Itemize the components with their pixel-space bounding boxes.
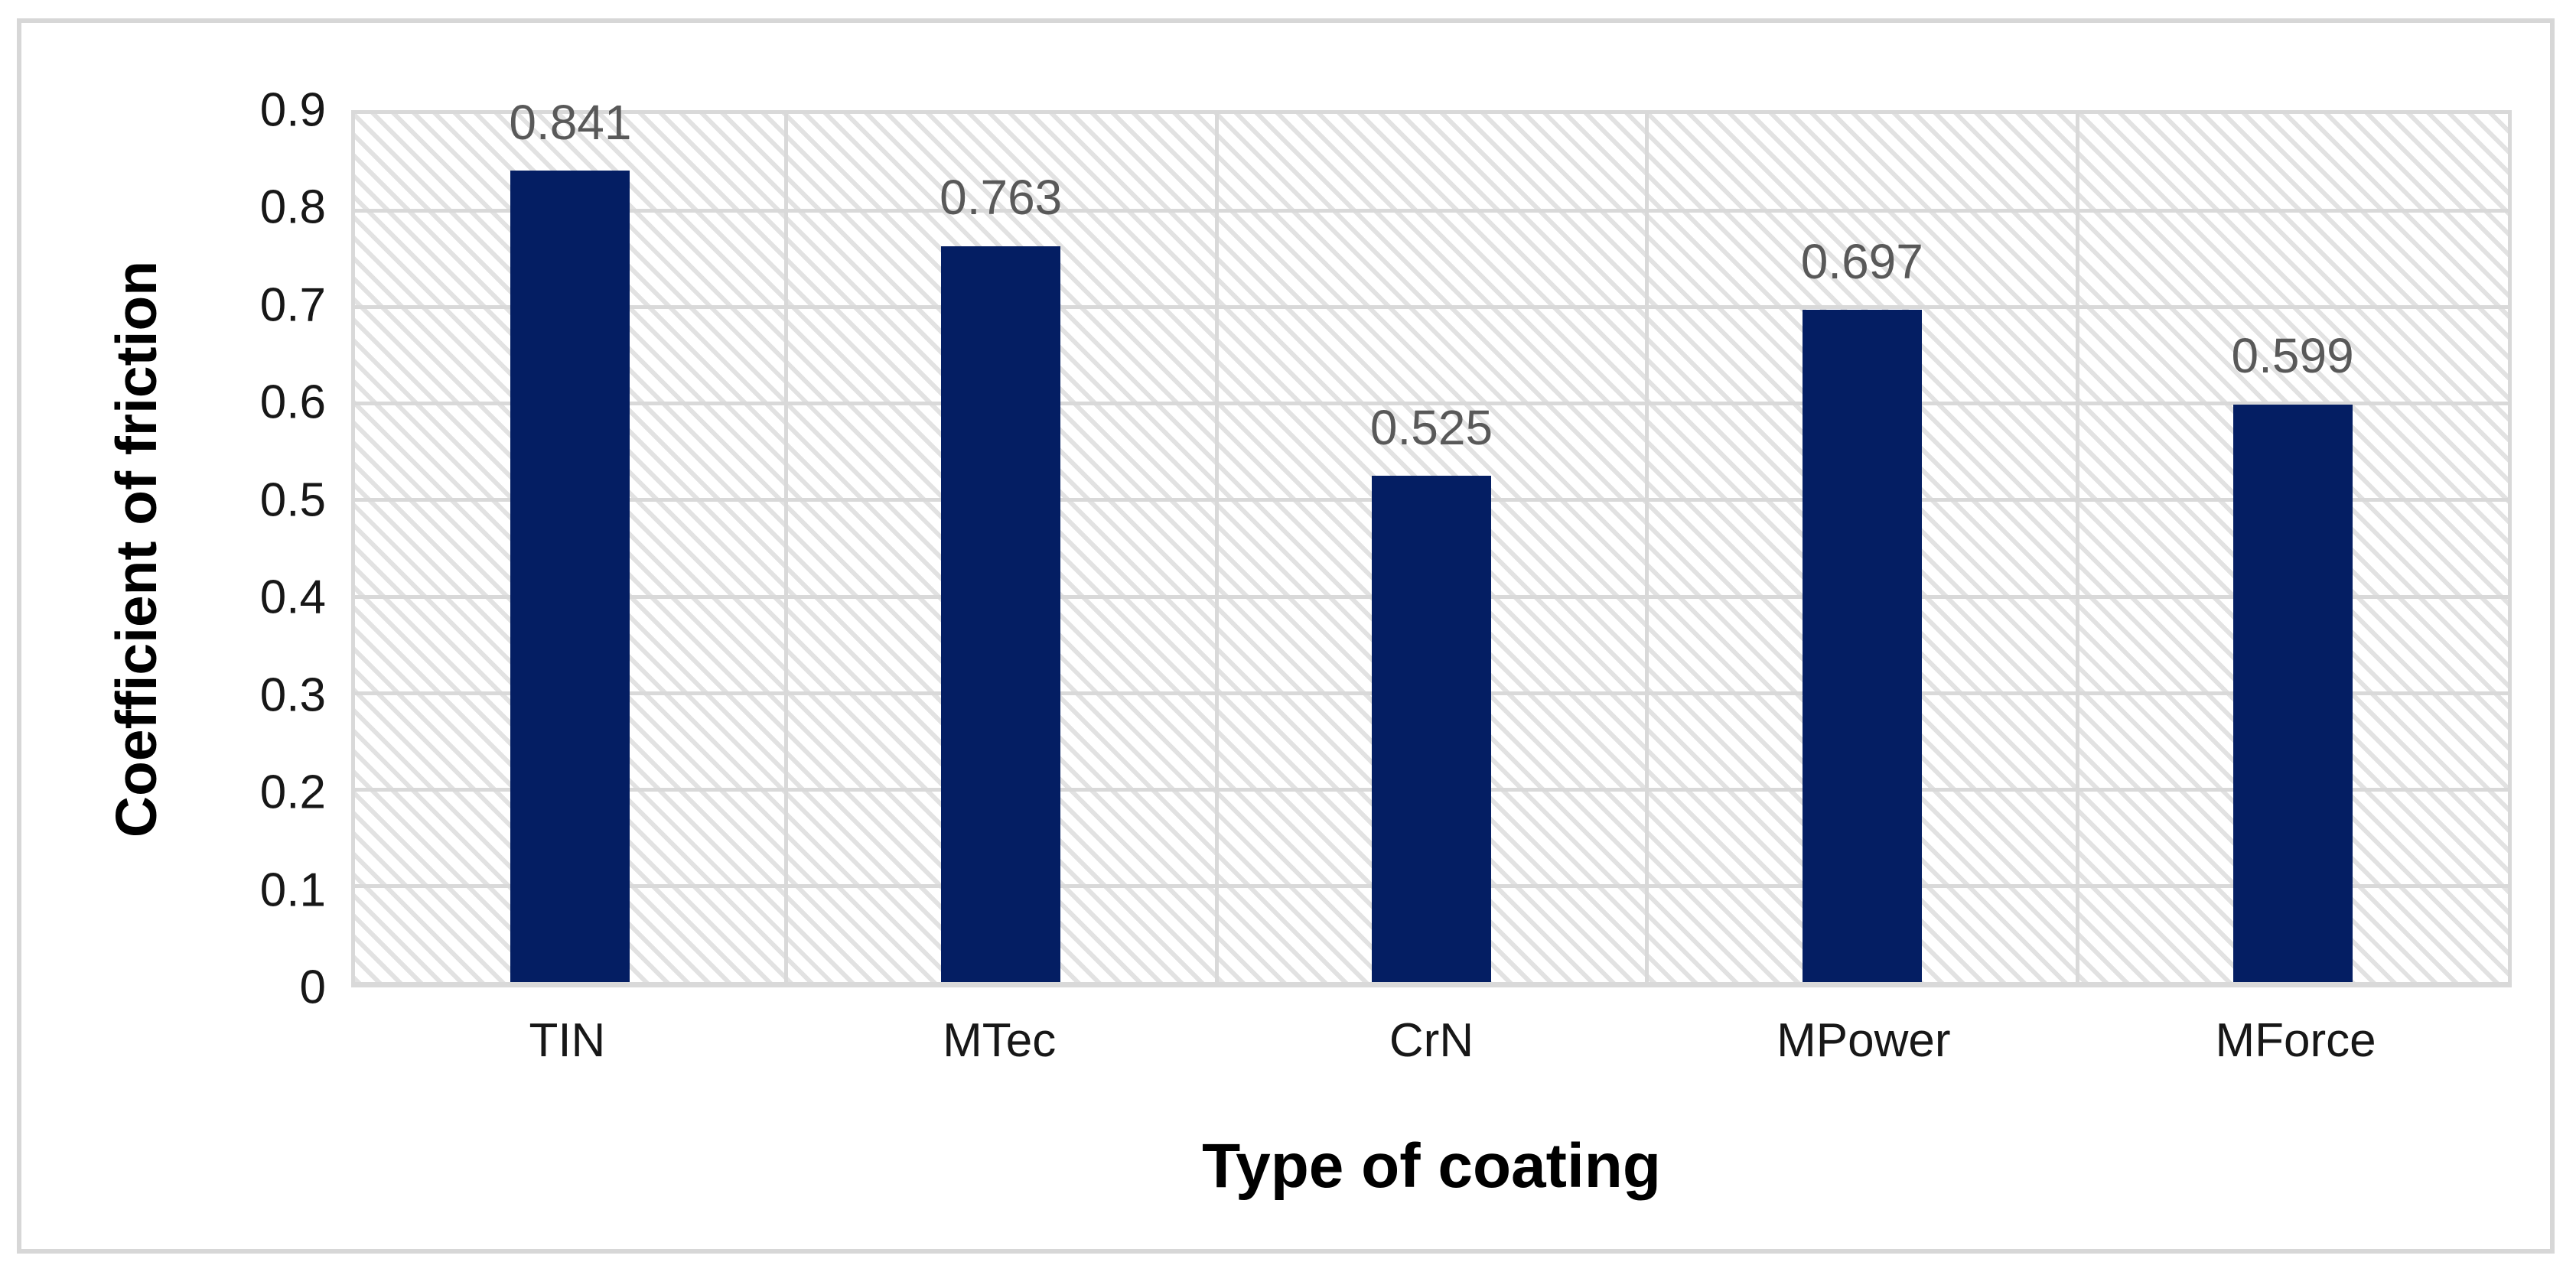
y-tick-label: 0.2	[259, 766, 326, 819]
bar-TIN	[510, 171, 630, 982]
bar-value-label: 0.697	[1800, 233, 1923, 289]
bar-MPower	[1802, 310, 1922, 982]
y-tick-label: 0.7	[259, 278, 326, 332]
bar-value-label: 0.763	[940, 170, 1063, 226]
bar-slot-MTec: 0.763	[786, 114, 1216, 982]
y-tick-label: 0.5	[259, 473, 326, 527]
x-category-label-CrN: CrN	[1389, 1014, 1474, 1067]
y-axis-ticks: 0.9 0.8 0.7 0.6 0.5 0.4 0.3 0.2 0.1 0	[21, 84, 326, 1014]
plot-area: 0.841 0.763 0.525 0.697 0.599	[351, 96, 2512, 987]
bar-value-label: 0.525	[1369, 399, 1493, 455]
x-category-label-MPower: MPower	[1776, 1014, 1951, 1067]
x-category-label-MForce: MForce	[2215, 1014, 2376, 1067]
y-tick-label: 0.8	[259, 181, 326, 234]
y-tick-label: 0	[299, 961, 326, 1014]
bar-CrN	[1371, 475, 1491, 982]
bar-value-label: 0.599	[2231, 328, 2354, 384]
bar-MForce	[2232, 404, 2353, 982]
chart-frame: Coefficient of friction 0.9 0.8 0.7 0.6 0.5 0…	[17, 18, 2555, 1254]
y-tick-label: 0.4	[259, 571, 326, 624]
y-tick-label: 0.3	[259, 668, 326, 722]
x-category-label-MTec: MTec	[943, 1014, 1057, 1067]
x-category-label-TIN: TIN	[529, 1014, 606, 1067]
bar-MTec	[941, 246, 1061, 982]
x-axis-title: Type of coating	[1202, 1131, 1661, 1201]
bar-slot-MForce: 0.599	[2077, 114, 2508, 982]
bar-slot-CrN: 0.525	[1216, 114, 1647, 982]
bar-slot-TIN: 0.841	[355, 96, 786, 982]
y-tick-label: 0.1	[259, 864, 326, 917]
x-axis-category-labels: TIN MTec CrN MPower MForce	[351, 1013, 2512, 1082]
y-tick-label: 0.9	[259, 83, 326, 137]
y-tick-label: 0.6	[259, 376, 326, 429]
bar-value-label: 0.841	[509, 95, 632, 151]
bar-slot-MPower: 0.697	[1646, 114, 2077, 982]
